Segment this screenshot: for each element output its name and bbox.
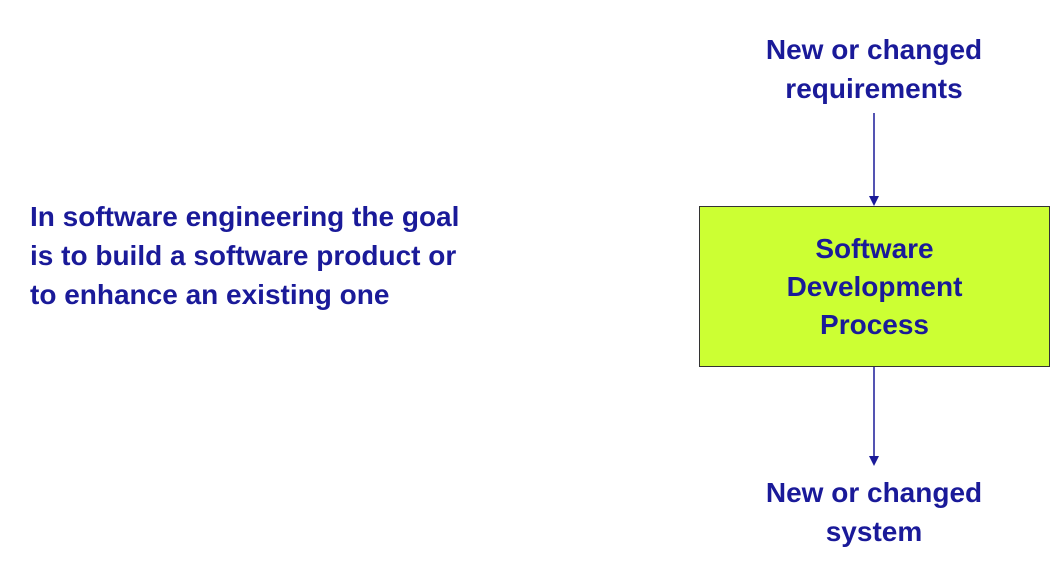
output-arrow-head: [869, 456, 879, 466]
goal-statement-line-1: In software engineering the goal: [30, 201, 460, 232]
goal-statement: In software engineering the goal is to b…: [30, 197, 550, 314]
process-line-2: Development: [786, 270, 963, 302]
output-label-line-2: system: [825, 516, 923, 547]
goal-statement-line-2: is to build a software product or: [30, 240, 457, 271]
process-line-3: Process: [820, 308, 929, 340]
input-arrow: [869, 113, 879, 206]
process-box: Software Development Process: [699, 206, 1050, 367]
output-label: New or changed system: [724, 473, 1024, 551]
input-label-line-2: requirements: [785, 73, 963, 104]
goal-statement-line-3: to enhance an existing one: [30, 279, 390, 310]
input-arrow-head: [869, 196, 879, 206]
output-arrow: [869, 366, 879, 466]
input-label: New or changed requirements: [724, 30, 1024, 108]
input-label-line-1: New or changed: [765, 34, 983, 65]
process-line-1: Software: [815, 232, 934, 264]
output-label-line-1: New or changed: [765, 477, 983, 508]
